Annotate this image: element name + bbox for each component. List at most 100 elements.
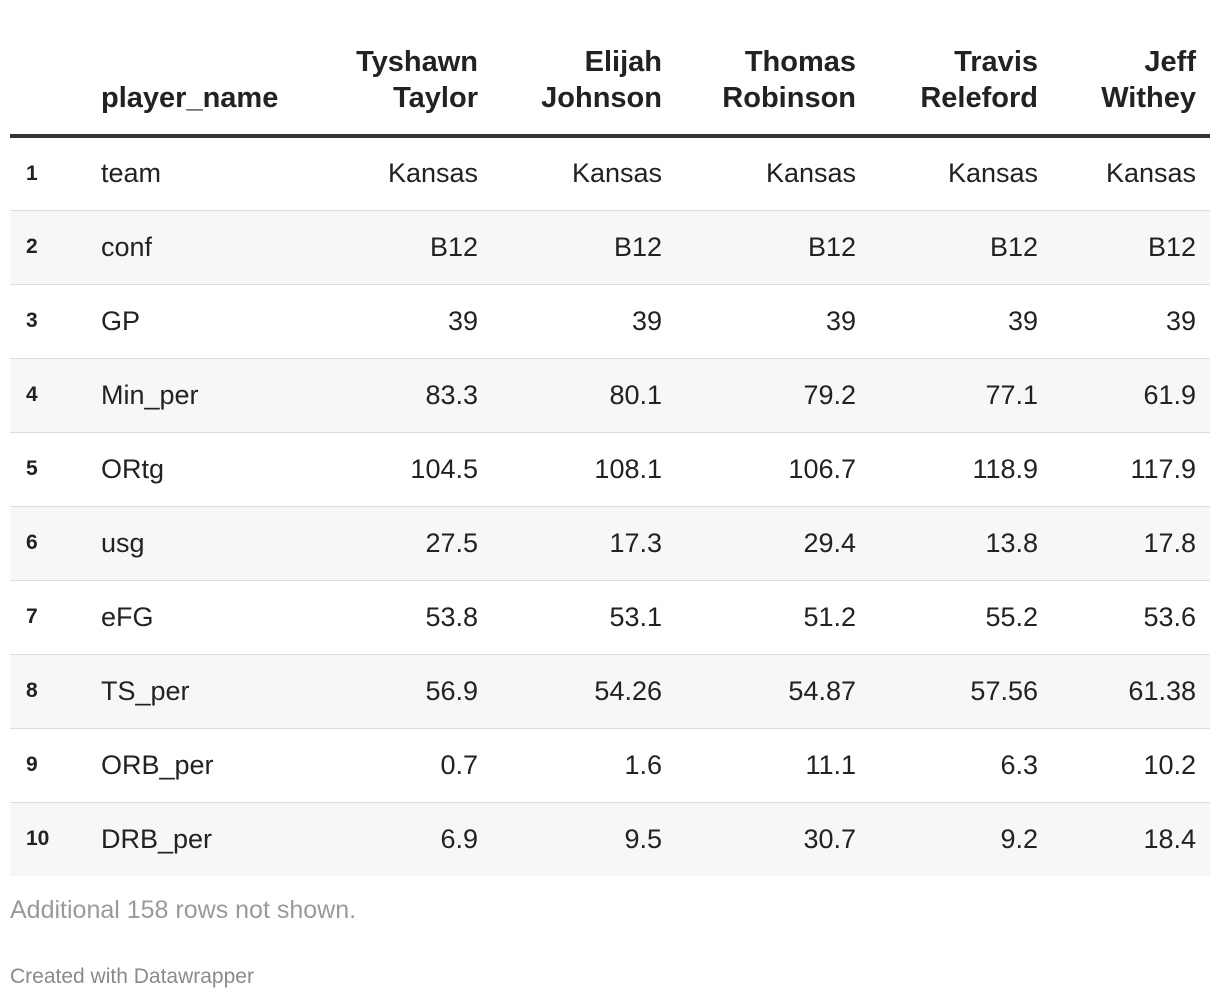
- data-table: player_name Tyshawn Taylor Elijah Johnson Tho…: [10, 0, 1210, 876]
- table-row: 6 usg 27.5 17.3 29.4 13.8 17.8: [10, 506, 1210, 581]
- table-cell: Kansas: [492, 136, 676, 211]
- column-header-line: Jeff: [1144, 46, 1196, 78]
- table-row: 1 team Kansas Kansas Kansas Kansas Kansas: [10, 136, 1210, 211]
- row-index: 1: [26, 161, 38, 185]
- row-label-cell: 3 GP: [10, 284, 330, 359]
- row-index: 2: [26, 235, 38, 258]
- table-cell: 53.6: [1052, 580, 1210, 655]
- table-cell: 61.9: [1052, 358, 1210, 433]
- row-label: Min_per: [101, 379, 199, 410]
- table-cell: 18.4: [1052, 802, 1210, 876]
- table-cell: 13.8: [870, 506, 1052, 581]
- row-index: 8: [26, 679, 38, 702]
- row-label: usg: [101, 527, 145, 558]
- row-label: eFG: [101, 601, 154, 632]
- row-label: ORtg: [101, 453, 165, 484]
- table-cell: 39: [676, 284, 870, 359]
- row-label: TS_per: [101, 675, 190, 706]
- row-label-cell: 8 TS_per: [10, 654, 330, 729]
- row-label-cell: 2 conf: [10, 210, 330, 285]
- table-row: 9 ORB_per 0.7 1.6 11.1 6.3 10.2: [10, 728, 1210, 803]
- row-index: 5: [26, 457, 38, 480]
- table-container: player_name Tyshawn Taylor Elijah Johnson Tho…: [10, 0, 1210, 876]
- table-cell: B12: [330, 210, 492, 285]
- column-header-player-name: player_name: [10, 0, 330, 138]
- table-row: 8 TS_per 56.9 54.26 54.87 57.56 61.38: [10, 654, 1210, 729]
- table-cell: 118.9: [870, 432, 1052, 507]
- table-cell: 117.9: [1052, 432, 1210, 507]
- column-header-line: Robinson: [722, 82, 856, 114]
- table-cell: 11.1: [676, 728, 870, 803]
- table-cell: 1.6: [492, 728, 676, 803]
- row-index: 3: [26, 309, 38, 332]
- table-cell: 27.5: [330, 506, 492, 581]
- table-cell: 6.9: [330, 802, 492, 876]
- table-cell: Kansas: [870, 136, 1052, 211]
- table-cell: B12: [492, 210, 676, 285]
- column-header-line: Taylor: [393, 82, 478, 114]
- table-cell: B12: [1052, 210, 1210, 285]
- table-cell: 17.3: [492, 506, 676, 581]
- table-row: 3 GP 39 39 39 39 39: [10, 284, 1210, 359]
- column-header-line: player_name: [101, 82, 279, 114]
- header-row: player_name Tyshawn Taylor Elijah Johnson Tho…: [10, 0, 1210, 138]
- table-cell: 51.2: [676, 580, 870, 655]
- table-cell: 9.5: [492, 802, 676, 876]
- table-header: player_name Tyshawn Taylor Elijah Johnson Tho…: [10, 0, 1210, 138]
- table-cell: 57.56: [870, 654, 1052, 729]
- table-cell: 54.26: [492, 654, 676, 729]
- row-label-cell: 1 team: [10, 136, 330, 211]
- table-cell: 83.3: [330, 358, 492, 433]
- row-label: DRB_per: [101, 823, 213, 854]
- table-cell: Kansas: [1052, 136, 1210, 211]
- table-row: 4 Min_per 83.3 80.1 79.2 77.1 61.9: [10, 358, 1210, 433]
- footnote: Additional 158 rows not shown.: [10, 896, 357, 924]
- table-cell: 39: [870, 284, 1052, 359]
- table-cell: 30.7: [676, 802, 870, 876]
- table-cell: 80.1: [492, 358, 676, 433]
- row-index: 9: [26, 753, 38, 776]
- table-cell: Kansas: [676, 136, 870, 211]
- row-label-cell: 6 usg: [10, 506, 330, 581]
- table-cell: 6.3: [870, 728, 1052, 803]
- table-cell: 39: [330, 284, 492, 359]
- row-label-cell: 10 DRB_per: [10, 802, 330, 876]
- table-cell: 55.2: [870, 580, 1052, 655]
- column-header-line: Withey: [1101, 82, 1196, 114]
- column-header-player: Thomas Robinson: [676, 0, 870, 138]
- table-row: 5 ORtg 104.5 108.1 106.7 118.9 117.9: [10, 432, 1210, 507]
- table-cell: 108.1: [492, 432, 676, 507]
- column-header-player: Jeff Withey: [1052, 0, 1210, 138]
- column-header-line: Elijah: [584, 46, 662, 78]
- row-label-cell: 7 eFG: [10, 580, 330, 655]
- column-header-line: Tyshawn: [356, 46, 478, 78]
- column-header-line: Releford: [920, 82, 1038, 114]
- row-index: 4: [26, 383, 38, 406]
- table-cell: B12: [676, 210, 870, 285]
- column-header-line: Johnson: [541, 82, 662, 114]
- table-cell: Kansas: [330, 136, 492, 211]
- table-cell: 39: [492, 284, 676, 359]
- row-label-cell: 4 Min_per: [10, 358, 330, 433]
- table-cell: B12: [870, 210, 1052, 285]
- table-cell: 0.7: [330, 728, 492, 803]
- column-header-player: Elijah Johnson: [492, 0, 676, 138]
- table-cell: 39: [1052, 284, 1210, 359]
- table-cell: 104.5: [330, 432, 492, 507]
- table-cell: 9.2: [870, 802, 1052, 876]
- row-label-cell: 5 ORtg: [10, 432, 330, 507]
- column-header-line: Thomas: [744, 46, 856, 78]
- table-cell: 61.38: [1052, 654, 1210, 729]
- row-index: 7: [26, 605, 38, 628]
- table-cell: 53.8: [330, 580, 492, 655]
- column-header-player: Travis Releford: [870, 0, 1052, 138]
- row-label: ORB_per: [101, 749, 214, 780]
- table-cell: 29.4: [676, 506, 870, 581]
- table-cell: 54.87: [676, 654, 870, 729]
- column-header-player: Tyshawn Taylor: [330, 0, 492, 138]
- table-body: 1 team Kansas Kansas Kansas Kansas Kansas 2 conf…: [10, 136, 1210, 876]
- row-index: 10: [26, 827, 50, 851]
- column-header-line: Travis: [954, 46, 1038, 78]
- table-row: 7 eFG 53.8 53.1 51.2 55.2 53.6: [10, 580, 1210, 655]
- row-index: 6: [26, 531, 38, 554]
